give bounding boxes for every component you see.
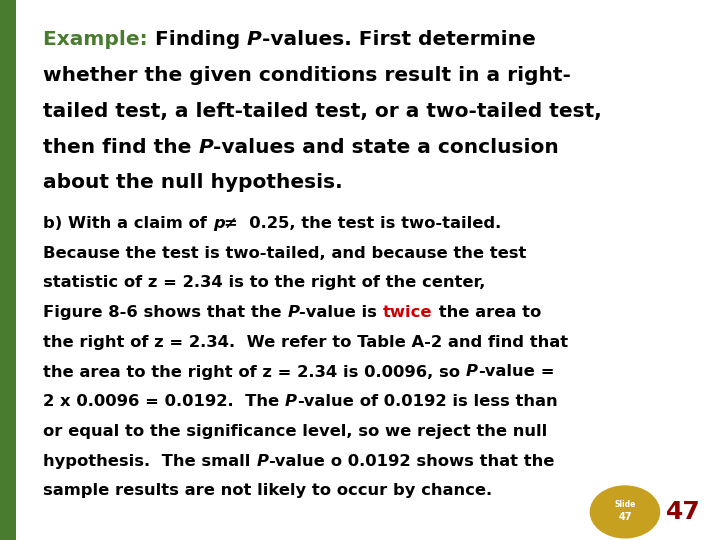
Text: twice: twice xyxy=(383,305,433,320)
Text: -value: -value xyxy=(269,454,325,469)
Text: Finding: Finding xyxy=(155,30,247,49)
Text: Example:: Example: xyxy=(43,30,155,49)
Text: Slide: Slide xyxy=(614,501,636,509)
Text: p: p xyxy=(212,216,225,231)
Text: Figure 8-6 shows that the: Figure 8-6 shows that the xyxy=(43,305,287,320)
Text: sample results are not likely to occur by chance.: sample results are not likely to occur b… xyxy=(43,483,492,498)
Text: -values and state a conclusion: -values and state a conclusion xyxy=(213,138,559,157)
Text: statistic of z = 2.34 is to the right of the center,: statistic of z = 2.34 is to the right of… xyxy=(43,275,485,291)
Text: of 0.0192 is less than: of 0.0192 is less than xyxy=(354,394,557,409)
Text: -values. First determine: -values. First determine xyxy=(262,30,536,49)
Text: the area to: the area to xyxy=(433,305,541,320)
Text: ≠  0.25, the test is two-tailed.: ≠ 0.25, the test is two-tailed. xyxy=(225,216,502,231)
Text: P: P xyxy=(287,305,300,320)
Text: P: P xyxy=(285,394,297,409)
Text: =: = xyxy=(535,364,554,380)
Text: P: P xyxy=(256,454,269,469)
Text: P: P xyxy=(199,138,213,157)
Text: P: P xyxy=(247,30,262,49)
Text: whether the given conditions result in a right-: whether the given conditions result in a… xyxy=(43,66,571,85)
Text: about the null hypothesis.: about the null hypothesis. xyxy=(43,173,343,192)
Text: P: P xyxy=(466,364,478,380)
Text: tailed test, a left-tailed test, or a two-tailed test,: tailed test, a left-tailed test, or a tw… xyxy=(43,102,602,121)
Text: -value is: -value is xyxy=(300,305,383,320)
Text: or equal to the significance level, so we reject the null: or equal to the significance level, so w… xyxy=(43,424,547,439)
Text: o 0.0192 shows that the: o 0.0192 shows that the xyxy=(325,454,554,469)
Text: then find the: then find the xyxy=(43,138,199,157)
FancyBboxPatch shape xyxy=(0,0,16,540)
Text: the right of z = 2.34.  We refer to Table A-2 and find that: the right of z = 2.34. We refer to Table… xyxy=(43,335,568,350)
Text: b) With a claim of: b) With a claim of xyxy=(43,216,212,231)
Text: Because the test is two-tailed, and because the test: Because the test is two-tailed, and beca… xyxy=(43,246,526,261)
Text: 47: 47 xyxy=(666,500,701,524)
Text: -value: -value xyxy=(297,394,354,409)
Text: hypothesis.  The small: hypothesis. The small xyxy=(43,454,256,469)
Text: 47: 47 xyxy=(618,512,631,522)
Circle shape xyxy=(590,486,660,538)
Text: -value: -value xyxy=(478,364,535,380)
Text: 2 x 0.0096 = 0.0192.  The: 2 x 0.0096 = 0.0192. The xyxy=(43,394,285,409)
Text: the area to the right of z = 2.34 is 0.0096, so: the area to the right of z = 2.34 is 0.0… xyxy=(43,364,466,380)
